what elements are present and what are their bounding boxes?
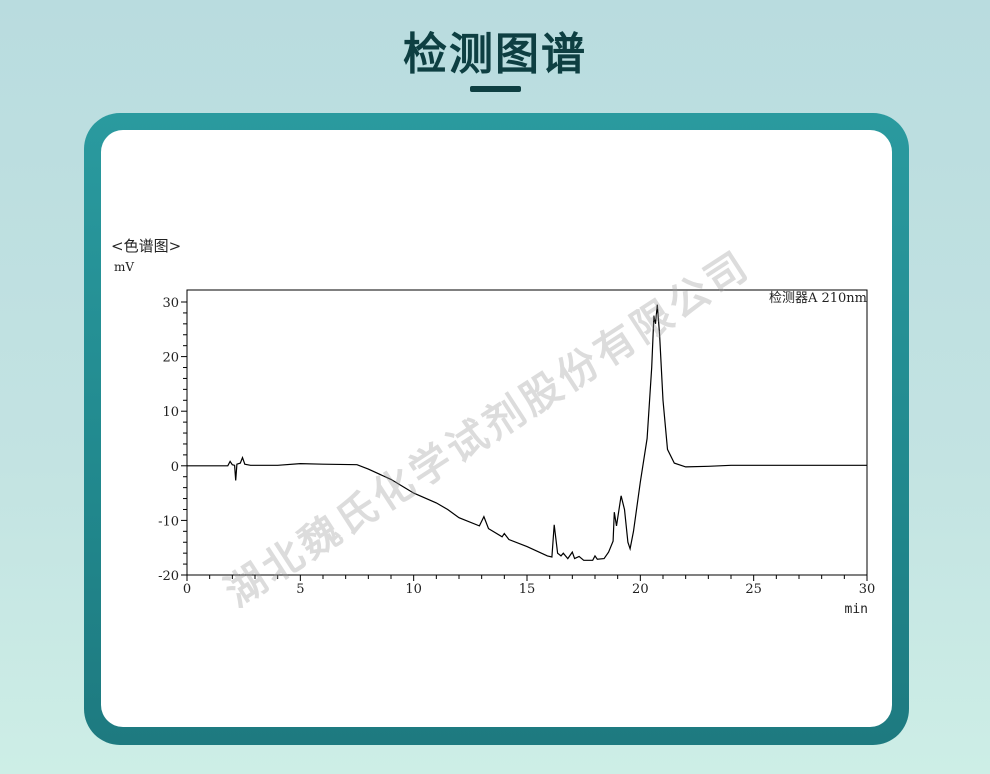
x-tick-label: 25: [745, 582, 762, 597]
y-tick-label: -20: [158, 569, 179, 584]
y-tick-label: -10: [158, 514, 179, 529]
x-tick-label: 30: [859, 582, 876, 597]
title-underline: [470, 86, 521, 92]
svg-text:湖北魏氏化学试剂股份有限公司: 湖北魏氏化学试剂股份有限公司: [217, 242, 759, 616]
chromatogram-trace: [187, 304, 867, 561]
y-tick-label: 0: [171, 460, 179, 475]
y-tick-label: 30: [162, 296, 179, 311]
x-tick-label: 0: [183, 582, 191, 597]
chart-card: [101, 130, 892, 727]
y-axis-label: mV: [114, 260, 134, 274]
watermark: 湖北魏氏化学试剂股份有限公司: [217, 242, 759, 616]
x-tick-label: 5: [296, 582, 304, 597]
x-axis-label: min: [845, 602, 868, 617]
x-tick-label: 20: [632, 582, 649, 597]
page-title: 检测图谱: [403, 29, 587, 80]
chart-title: <色谱图>: [111, 237, 181, 255]
y-tick-label: 10: [162, 405, 179, 420]
x-tick-label: 10: [405, 582, 422, 597]
y-tick-label: 20: [162, 351, 179, 366]
detector-annotation: 检测器A 210nm: [769, 291, 867, 306]
x-tick-label: 15: [519, 582, 536, 597]
